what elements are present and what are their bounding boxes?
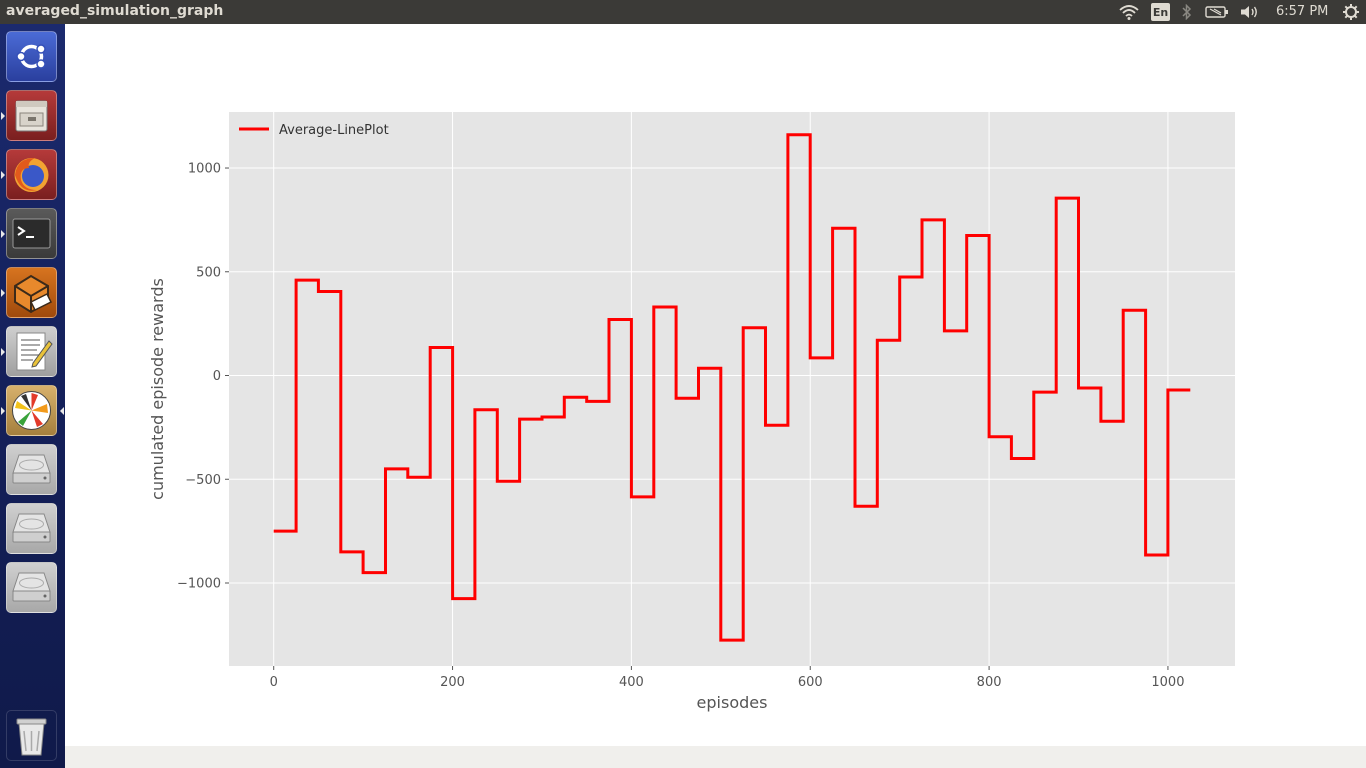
clock[interactable]: 6:57 PM [1276,4,1329,19]
volume-icon[interactable] [1238,0,1262,24]
running-indicator [1,230,5,238]
running-indicator [1,289,5,297]
x-tick-label: 200 [440,675,465,690]
y-tick-label: −500 [185,473,221,488]
drive-icon[interactable] [6,503,57,554]
window-bottom-bar [65,746,1366,768]
legend: Average-LinePlot [239,123,389,138]
gear-icon[interactable] [1340,0,1362,24]
x-tick-label: 0 [270,675,278,690]
gazebo-icon[interactable] [6,267,57,318]
file-manager-icon[interactable] [6,90,57,141]
x-tick-label: 400 [619,675,644,690]
ubuntu-dash-icon[interactable] [6,31,57,82]
focused-indicator [60,407,64,415]
y-tick-label: −1000 [177,577,221,592]
drive-icon[interactable] [6,444,57,495]
figure-canvas: 0 200 400 600 800 1000 −1000 −500 0 500 1000 episo… [65,24,1366,746]
plot-viewer-icon[interactable] [6,385,57,436]
keyboard-icon[interactable]: En [1151,3,1170,21]
x-tick-label: 600 [798,675,823,690]
window-title: averaged_simulation_graph [6,3,224,19]
launcher [0,24,65,768]
line-chart: 0 200 400 600 800 1000 −1000 −500 0 500 1000 episo… [148,112,1235,712]
x-axis-label: episodes [697,693,768,712]
running-indicator [1,171,5,179]
bluetooth-icon[interactable] [1178,0,1196,24]
legend-label: Average-LinePlot [279,123,389,138]
terminal-icon[interactable] [6,208,57,259]
running-indicator [1,348,5,356]
y-tick-label: 1000 [188,162,221,177]
y-tick-label: 500 [196,265,221,280]
top-panel: averaged_simulation_graph En 6:57 PM [0,0,1366,24]
battery-icon[interactable] [1203,0,1231,24]
trash-icon[interactable] [6,710,57,761]
plot-area [229,112,1235,666]
y-tick-label: 0 [213,369,221,384]
x-tick-label: 800 [977,675,1002,690]
x-tick-label: 1000 [1151,675,1184,690]
running-indicator [1,112,5,120]
y-axis-label: cumulated episode rewards [148,278,167,500]
text-editor-icon[interactable] [6,326,57,377]
series-line [273,133,1191,642]
firefox-icon[interactable] [6,149,57,200]
wifi-icon[interactable] [1117,0,1141,24]
drive-icon[interactable] [6,562,57,613]
running-indicator [1,407,5,415]
